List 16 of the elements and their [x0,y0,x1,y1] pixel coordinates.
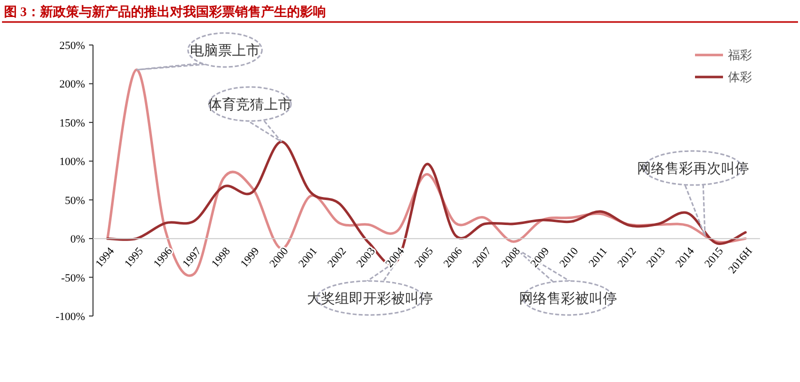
annotation: 大奖组即开彩被叫停 [307,291,433,307]
y-tick-label: 100% [59,156,85,168]
y-tick-label: 200% [59,78,85,91]
legend-label: 福彩 [728,48,752,62]
annotation: 网络售彩被叫停 [519,291,617,307]
y-tick-label: -100% [56,311,85,323]
annotation: 网络售彩再次叫停 [637,161,749,177]
y-tick-label: 50% [64,194,85,207]
chart-title: 图 3：新政策与新产品的推出对我国彩票销售产生的影响 [4,4,326,19]
y-tick-label: 0% [70,234,85,246]
y-tick-label: 150% [59,117,85,130]
annotation: 体育竞猜上市 [208,96,292,113]
y-tick-label: 250% [59,40,85,52]
annotation: 电脑票上市 [190,43,260,59]
legend-label: 体彩 [728,70,752,84]
y-tick-label: -50% [61,272,85,284]
